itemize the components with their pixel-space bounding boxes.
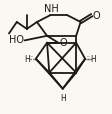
Text: H: H — [60, 93, 66, 102]
Text: HO: HO — [9, 35, 24, 45]
Text: O: O — [93, 10, 101, 20]
Text: ..: .. — [86, 52, 90, 57]
Text: O: O — [60, 38, 68, 48]
Text: ..: .. — [30, 52, 34, 57]
Text: NH: NH — [44, 4, 59, 14]
Text: H: H — [91, 54, 96, 63]
Text: H: H — [25, 54, 30, 63]
